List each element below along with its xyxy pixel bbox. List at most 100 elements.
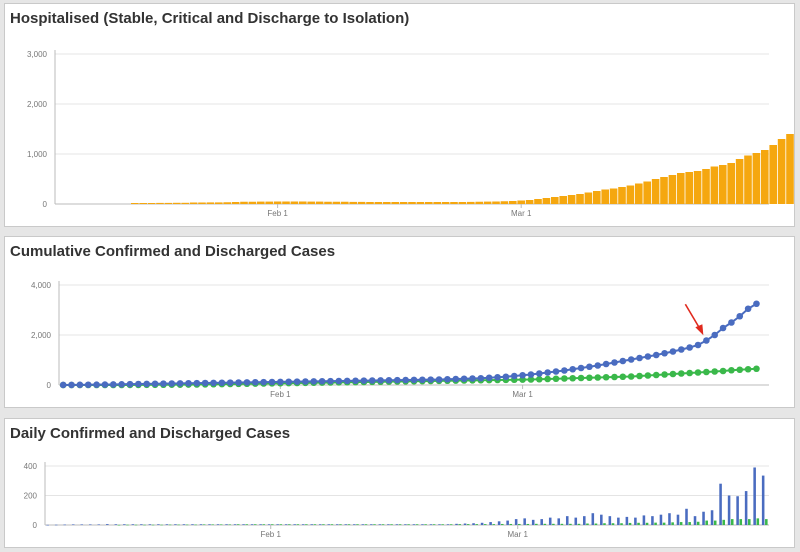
- confirmed-daily-bar: [651, 516, 654, 525]
- confirmed-daily-bar: [106, 524, 109, 525]
- hospitalised-bar: [467, 201, 475, 204]
- confirmed-point: [360, 377, 368, 384]
- hospitalised-bar: [391, 202, 399, 204]
- confirmed-point: [210, 379, 217, 387]
- discharged-daily-bar: [279, 524, 283, 525]
- confirmed-point: [460, 375, 468, 383]
- discharged-daily-bar: [756, 518, 760, 525]
- discharged-point: [611, 373, 618, 381]
- discharged-daily-bar: [168, 524, 172, 526]
- y-tick-label: 3,000: [27, 50, 48, 59]
- hospitalised-bar: [509, 201, 517, 204]
- hospitalised-bar: [643, 181, 651, 204]
- discharged-daily-bar: [245, 524, 249, 525]
- confirmed-point: [118, 381, 125, 388]
- hospitalised-bar: [786, 134, 794, 204]
- discharged-daily-bar: [620, 523, 623, 525]
- confirmed-daily-bar: [199, 524, 203, 525]
- confirmed-point: [444, 375, 451, 383]
- confirmed-daily-bar: [301, 524, 305, 525]
- confirmed-daily-bar: [591, 513, 595, 525]
- discharged-daily-bar: [271, 524, 274, 525]
- discharged-point: [552, 375, 560, 383]
- confirmed-point: [368, 377, 376, 384]
- hospitalised-bar: [450, 202, 458, 204]
- confirmed-point: [160, 380, 167, 387]
- confirmed-daily-bar: [540, 519, 543, 525]
- discharged-line: [63, 367, 757, 386]
- hospitalised-bar: [173, 202, 181, 204]
- x-tick-label: Mar 1: [508, 530, 529, 539]
- discharged-daily-bar: [228, 524, 231, 526]
- confirmed-point: [703, 337, 710, 344]
- discharged-daily-bar: [688, 522, 691, 525]
- discharged-point: [644, 372, 652, 379]
- discharged-point: [527, 376, 535, 383]
- discharged-daily-bar: [415, 524, 419, 525]
- hospitalised-bar: [408, 202, 416, 204]
- confirmed-daily-bar: [429, 524, 433, 525]
- discharged-point: [544, 375, 551, 383]
- confirmed-daily-bar: [583, 516, 586, 525]
- discharged-point: [753, 365, 760, 373]
- discharged-daily-bar: [151, 524, 155, 526]
- x-tick-label: Mar 1: [512, 390, 533, 399]
- y-tick-label: 0: [43, 200, 48, 209]
- confirmed-daily-bar: [165, 524, 169, 525]
- hospitalised-bar: [500, 201, 509, 204]
- discharged-point: [744, 365, 752, 373]
- discharged-daily-bar: [705, 520, 708, 525]
- confirmed-point: [753, 300, 760, 308]
- confirmed-point: [143, 380, 151, 388]
- confirmed-daily-bar: [233, 524, 237, 525]
- hospitalised-bar: [719, 165, 727, 204]
- hospitalised-bar: [273, 201, 282, 204]
- confirmed-point: [586, 363, 593, 371]
- confirmed-point: [135, 380, 142, 388]
- confirmed-point: [644, 353, 652, 360]
- hospitalised-bar: [307, 201, 315, 204]
- confirmed-point: [285, 378, 293, 386]
- discharged-point: [669, 370, 677, 378]
- cumulative-chart-title: Cumulative Confirmed and Discharged Case…: [10, 243, 336, 260]
- confirmed-point: [452, 375, 460, 383]
- confirmed-daily-bar: [276, 524, 279, 525]
- hospitalised-bar: [761, 150, 769, 204]
- confirmed-point: [686, 344, 693, 351]
- discharged-daily-bar: [117, 524, 121, 526]
- hospitalised-bar: [341, 201, 349, 204]
- hospitalised-bar: [282, 201, 290, 204]
- discharged-point: [694, 369, 702, 376]
- discharged-point: [586, 374, 593, 382]
- x-tick-label: Feb 1: [270, 390, 291, 399]
- confirmed-daily-bar: [753, 467, 756, 525]
- discharged-daily-bar: [730, 519, 734, 525]
- confirmed-point: [343, 377, 351, 385]
- confirmed-point: [268, 378, 276, 386]
- discharged-daily-bar: [696, 521, 700, 525]
- y-tick-label: 0: [33, 521, 38, 530]
- hospitalised-bar: [685, 172, 693, 204]
- hospitalised-bar: [635, 183, 643, 204]
- confirmed-daily-bar: [685, 508, 688, 525]
- confirmed-point: [185, 379, 192, 387]
- confirmed-point: [393, 376, 401, 384]
- confirmed-daily-bar: [557, 518, 561, 525]
- hospitalised-bar: [349, 201, 357, 204]
- discharged-daily-bar: [373, 524, 376, 525]
- hospitalised-bar: [584, 192, 593, 204]
- hospitalised-bar: [710, 166, 719, 204]
- confirmed-daily-bar: [97, 524, 101, 526]
- cumulative-chart: 0 2,000 4,000 Feb 1 Mar 1: [31, 281, 769, 399]
- hospitalised-bar: [332, 201, 341, 204]
- hospitalised-panel: Hospitalised (Stable, Critical and Disch…: [4, 3, 795, 227]
- confirmed-daily-bar: [131, 524, 135, 525]
- confirmed-point: [627, 356, 635, 363]
- confirmed-point: [93, 381, 100, 388]
- discharged-daily-bar: [424, 524, 427, 525]
- hospitalised-bar: [551, 197, 559, 204]
- confirmed-daily-bar: [514, 519, 518, 525]
- hospitalised-bar: [777, 139, 786, 204]
- confirmed-point: [218, 379, 226, 387]
- confirmed-daily-bar: [727, 495, 731, 525]
